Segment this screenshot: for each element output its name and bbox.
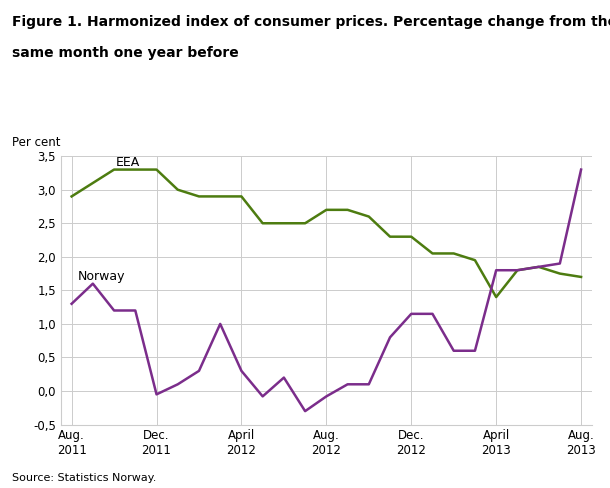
Text: Per cent: Per cent [12, 136, 61, 149]
Text: Norway: Norway [78, 270, 126, 283]
Text: same month one year before: same month one year before [12, 46, 239, 61]
Text: Source: Statistics Norway.: Source: Statistics Norway. [12, 473, 157, 483]
Text: Figure 1. Harmonized index of consumer prices. Percentage change from the: Figure 1. Harmonized index of consumer p… [12, 15, 610, 29]
Text: EEA: EEA [116, 156, 140, 169]
